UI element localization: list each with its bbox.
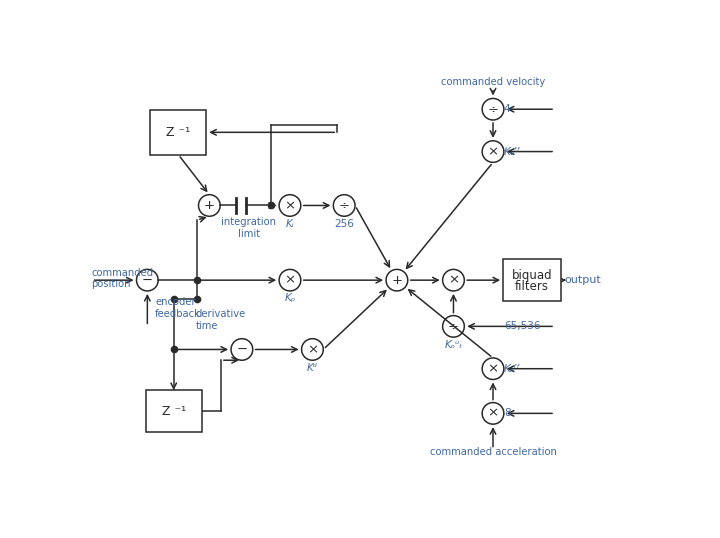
- Text: biquad: biquad: [511, 269, 552, 282]
- Text: commanded velocity: commanded velocity: [441, 77, 545, 87]
- Text: integration
limit: integration limit: [221, 217, 276, 239]
- Text: Z ⁻¹: Z ⁻¹: [166, 126, 190, 139]
- Text: ÷: ÷: [338, 199, 350, 212]
- Text: ×: ×: [284, 274, 295, 287]
- Text: ×: ×: [284, 199, 295, 212]
- Text: ×: ×: [487, 362, 498, 375]
- Text: Kₐᶠᶠ: Kₐᶠᶠ: [504, 364, 521, 374]
- Text: commanded acceleration: commanded acceleration: [430, 447, 557, 457]
- Text: filters: filters: [515, 280, 549, 293]
- Text: ×: ×: [487, 145, 498, 158]
- Text: −: −: [236, 343, 248, 356]
- Text: Kₒᵘₜ: Kₒᵘₜ: [444, 340, 463, 350]
- Bar: [145, 390, 202, 432]
- Text: ×: ×: [448, 274, 459, 287]
- Text: output: output: [564, 275, 601, 285]
- Text: ÷: ÷: [487, 103, 498, 116]
- Text: Kᵥᶠᶠ: Kᵥᶠᶠ: [504, 146, 521, 157]
- Text: commanded
position: commanded position: [91, 268, 153, 289]
- Text: +: +: [392, 274, 402, 287]
- Text: Kᵈ: Kᵈ: [307, 363, 318, 372]
- Text: encoder
feedback: encoder feedback: [155, 297, 201, 318]
- Text: 8: 8: [504, 408, 510, 419]
- Text: +: +: [204, 199, 215, 212]
- Bar: [503, 259, 561, 301]
- Text: ×: ×: [487, 407, 498, 420]
- Text: Kₚ: Kₚ: [284, 293, 296, 303]
- Text: 4: 4: [504, 104, 510, 114]
- Text: 256: 256: [334, 218, 354, 229]
- Text: Kᵢ: Kᵢ: [286, 218, 294, 229]
- Text: ÷: ÷: [448, 320, 459, 333]
- Text: ×: ×: [307, 343, 318, 356]
- Bar: [150, 110, 206, 154]
- Text: derivative
time: derivative time: [195, 309, 246, 331]
- Text: 65,536: 65,536: [504, 321, 540, 331]
- Text: Z ⁻¹: Z ⁻¹: [161, 405, 186, 417]
- Text: −: −: [142, 274, 153, 287]
